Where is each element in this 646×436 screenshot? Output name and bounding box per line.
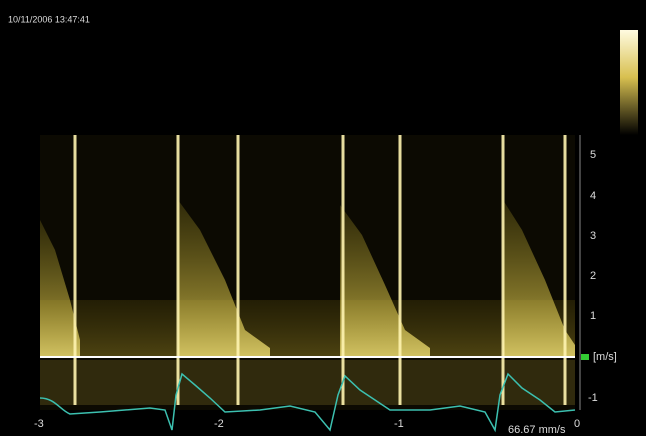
time-axis: -3 -2 -1 0 <box>34 418 580 430</box>
color-bar <box>620 30 638 135</box>
velocity-tick-label: 4 <box>590 190 596 202</box>
velocity-tick-label: 1 <box>590 310 596 322</box>
ecg-trace <box>39 372 576 433</box>
time-tick-label: -3 <box>34 418 44 430</box>
timestamp: 10/11/2006 13:47:41 <box>8 14 90 24</box>
velocity-tick-label: 5 <box>590 149 596 161</box>
velocity-tick-label: -1 <box>588 392 598 404</box>
time-tick-label: -1 <box>394 418 404 430</box>
velocity-unit: [m/s] <box>593 351 617 363</box>
spectrum <box>40 135 575 410</box>
time-tick-label: -2 <box>214 418 224 430</box>
velocity-tick-label: 3 <box>590 230 596 242</box>
time-tick-label: 0 <box>574 418 580 430</box>
sweep-speed: 66.67 mm/s <box>508 424 566 436</box>
velocity-axis: 5 4 3 2 1 [m/s] -1 <box>579 135 617 410</box>
velocity-tick-label: 2 <box>590 270 596 282</box>
